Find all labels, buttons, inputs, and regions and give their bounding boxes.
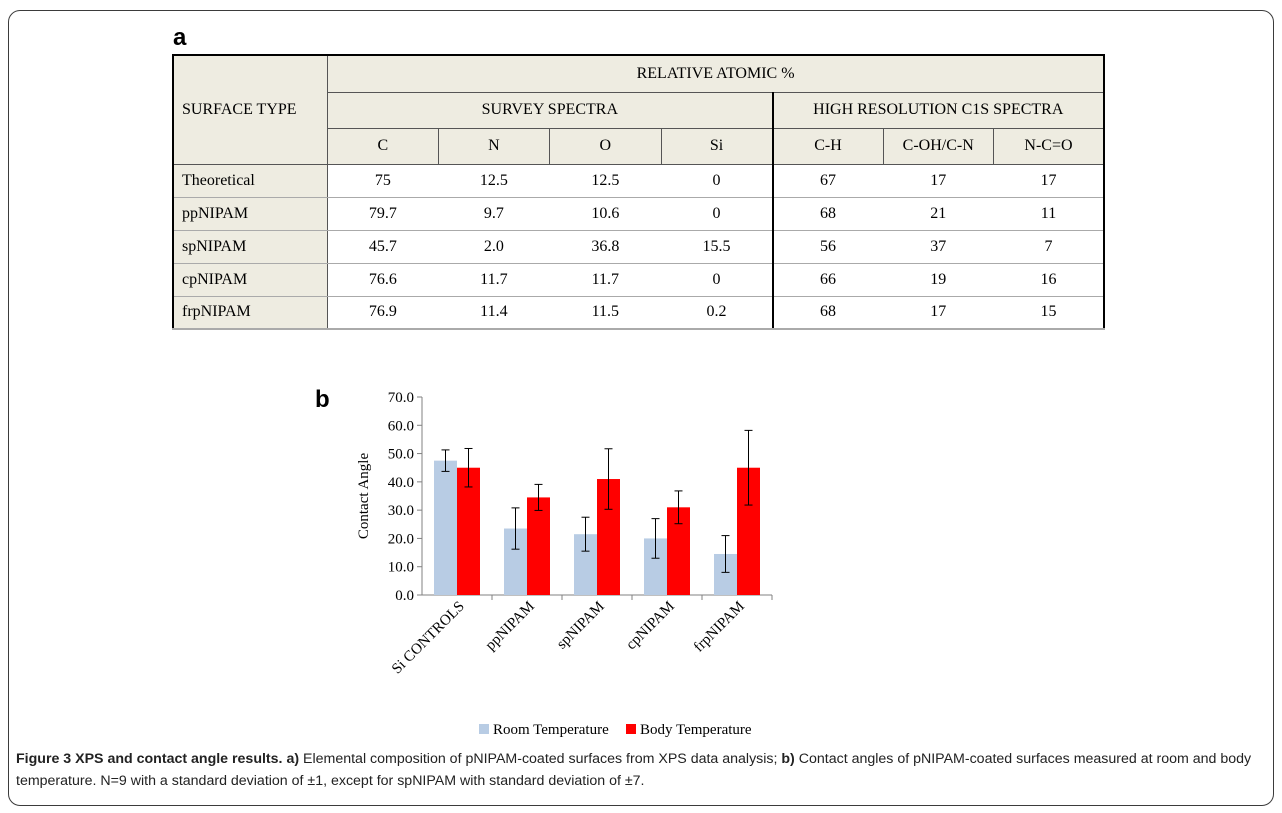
table-cell: 56: [771, 229, 883, 264]
table-cell: 36.8: [549, 229, 662, 264]
row-label: cpNIPAM: [172, 262, 329, 297]
row-label: spNIPAM: [172, 229, 329, 264]
y-tick-label: 70.0: [388, 390, 414, 406]
panel-a-letter: a: [173, 24, 187, 51]
table-cell: 2.0: [438, 229, 550, 264]
bar: [527, 497, 550, 595]
figure-caption: Figure 3 XPS and contact angle results. …: [16, 748, 1271, 792]
table-cell: 11.7: [549, 262, 662, 297]
table-cell: 75: [327, 163, 439, 198]
panel-b-letter: b: [315, 386, 330, 413]
table-cell: 12.5: [438, 163, 550, 198]
group-header: RELATIVE ATOMIC %: [327, 54, 1106, 93]
table-cell: 15: [993, 295, 1105, 330]
row-header: SURFACE TYPE: [172, 54, 329, 165]
y-axis-label: Contact Angle: [356, 453, 372, 540]
legend-swatch: [479, 724, 489, 734]
bar: [504, 528, 527, 595]
y-tick-label: 20.0: [388, 531, 414, 547]
y-tick-label: 10.0: [388, 560, 414, 576]
x-category-label: cpNIPAM: [623, 599, 678, 654]
col-header: N-C=O: [992, 127, 1105, 165]
caption-part-b-label: b): [781, 751, 795, 767]
bar: [434, 460, 457, 595]
table-cell: 19: [883, 262, 994, 297]
table-cell: 0.2: [661, 295, 773, 330]
table-cell: 11.5: [549, 295, 662, 330]
y-tick-label: 30.0: [388, 503, 414, 519]
x-category-label: frpNIPAM: [691, 599, 748, 656]
table-cell: 21: [883, 196, 994, 231]
table-cell: 12.5: [549, 163, 662, 198]
y-tick-label: 0.0: [395, 588, 414, 604]
table-cell: 17: [993, 163, 1105, 198]
bar: [597, 479, 620, 595]
bar: [457, 467, 480, 595]
table-cell: 76.9: [327, 295, 439, 330]
table-cell: 67: [771, 163, 883, 198]
subgroup-survey: SURVEY SPECTRA: [327, 91, 774, 129]
caption-part-b-text: Contact angles of pNIPAM-coated surfaces…: [16, 751, 1252, 789]
legend-swatch: [626, 724, 636, 734]
subgroup-high-res: HIGH RESOLUTION C1S SPECTRA: [771, 91, 1106, 129]
table-cell: 11.4: [438, 295, 550, 330]
col-header: C-H: [771, 127, 884, 165]
legend-label: Room Temperature: [493, 722, 609, 738]
caption-part-a-label: a): [286, 751, 300, 767]
caption-part-a-text: Elemental composition of pNIPAM-coated s…: [299, 751, 782, 767]
row-label: Theoretical: [172, 163, 329, 198]
col-header: C-OH/C-N: [882, 127, 994, 165]
table-cell: 16: [993, 262, 1105, 297]
xps-table: SURFACE TYPE RELATIVE ATOMIC % SURVEY SP…: [172, 54, 1106, 330]
y-tick-label: 40.0: [388, 475, 414, 491]
y-tick-label: 50.0: [388, 447, 414, 463]
bar: [667, 507, 690, 595]
col-header: O: [549, 127, 662, 165]
col-header: C: [327, 127, 439, 165]
col-header: Si: [660, 127, 774, 165]
x-category-label: Si CONTROLS: [389, 599, 468, 678]
row-label: frpNIPAM: [172, 295, 329, 330]
bar: [644, 538, 667, 595]
row-label: ppNIPAM: [172, 196, 329, 231]
bar: [714, 553, 737, 595]
y-tick-label: 60.0: [388, 418, 414, 434]
x-category-label: spNIPAM: [554, 599, 608, 653]
table-cell: 68: [771, 196, 883, 231]
legend-label: Body Temperature: [640, 722, 752, 738]
bar: [574, 534, 597, 595]
figure-title: Figure 3 XPS and contact angle results.: [16, 751, 283, 767]
bar: [737, 467, 760, 595]
table-cell: 17: [883, 295, 994, 330]
x-category-label: ppNIPAM: [483, 599, 538, 654]
figure-frame: [8, 10, 1274, 806]
table-cell: 68: [771, 295, 883, 330]
table-cell: 7: [993, 229, 1105, 264]
